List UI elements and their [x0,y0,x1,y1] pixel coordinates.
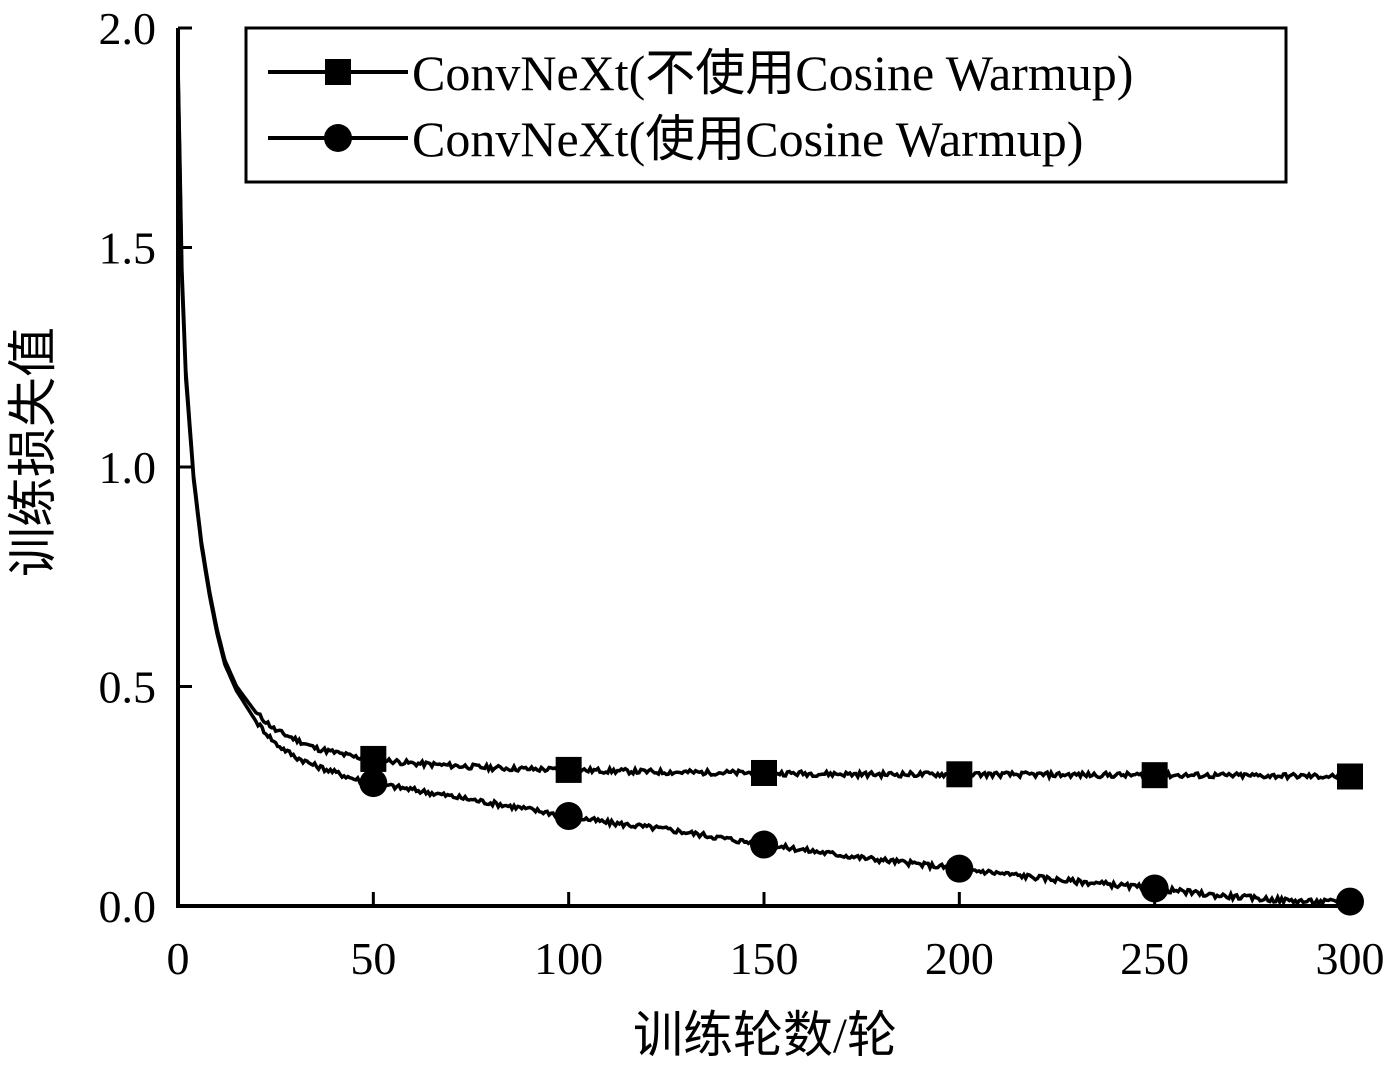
data-point-square [1141,762,1168,789]
plot-area: 0 50 100 150 200 250 300 0.0 0.5 1.0 1.5 2.0 [99,3,1385,984]
x-tick-label: 250 [1120,933,1189,984]
y-ticks: 0.0 0.5 1.0 1.5 2.0 [99,3,192,932]
x-tick-label: 0 [167,933,190,984]
y-tick-label: 2.0 [99,3,157,54]
data-point-circle [945,854,974,883]
y-axis-title: 训练损失值 [5,327,61,577]
x-axis-title: 训练轮数/轮 [633,1007,897,1063]
y-tick-label: 1.0 [99,442,157,493]
legend: ConvNeXt(不使用Cosine Warmup) ConvNeXt(使用Co… [244,26,1288,184]
data-point-circle [359,769,388,798]
data-point-circle [1336,887,1364,916]
data-point-square [751,759,777,786]
data-point-circle [1140,874,1169,903]
legend-label-series-2: ConvNeXt(使用Cosine Warmup) [412,111,1083,167]
data-point-circle [750,830,778,859]
x-tick-label: 100 [534,933,603,984]
y-tick-label: 1.5 [99,223,157,274]
x-ticks: 0 50 100 150 200 250 300 [167,892,1385,984]
y-tick-label: 0.0 [99,881,157,932]
x-tick-label: 300 [1316,933,1385,984]
data-point-square [946,761,973,788]
y-tick-label: 0.5 [99,662,157,713]
x-tick-label: 50 [350,933,396,984]
x-tick-label: 200 [925,933,994,984]
series-layer [176,63,1364,916]
data-point-circle [554,802,583,831]
data-point-square [555,756,582,783]
legend-label-series-1: ConvNeXt(不使用Cosine Warmup) [412,45,1133,101]
data-point-square [1337,763,1363,790]
legend-marker-circle [324,124,352,152]
legend-marker-square [325,59,351,85]
x-tick-label: 150 [730,933,799,984]
legend-box [244,26,1288,184]
data-point-square [360,745,387,772]
